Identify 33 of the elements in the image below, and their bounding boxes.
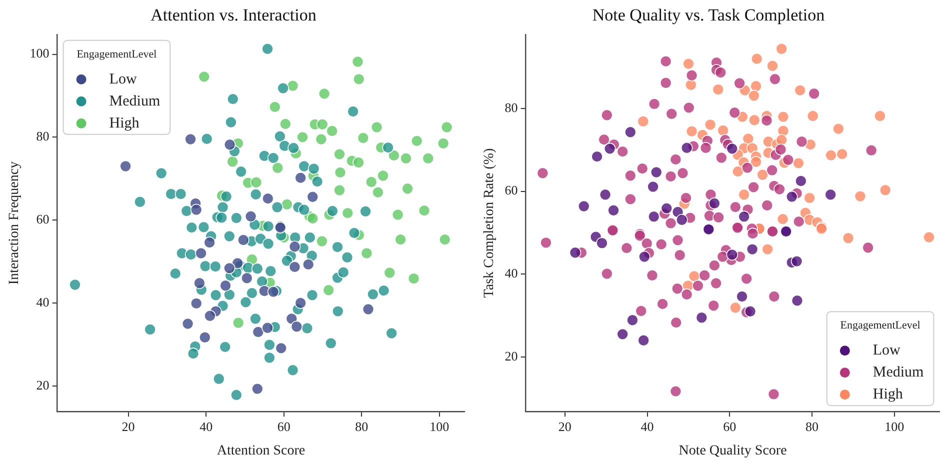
- x-tick-label: 20: [558, 418, 572, 434]
- x-tick-label: 80: [355, 418, 368, 434]
- x-tick-label: 40: [640, 418, 654, 434]
- y-tick-label: 20: [36, 377, 50, 392]
- chart-title: Note Quality vs. Task Completion: [592, 6, 826, 25]
- legend-label: Low: [872, 342, 901, 359]
- legend-title: EngagementLevel: [840, 319, 920, 332]
- x-axis-title: Note Quality Score: [678, 443, 787, 458]
- x-tick-label: 100: [884, 418, 904, 434]
- x-tick-label: 100: [430, 418, 450, 434]
- legend-label: Medium: [109, 93, 160, 110]
- x-tick-label: 80: [806, 418, 819, 434]
- y-axis-title: Interaction Frequency: [7, 161, 22, 285]
- y-tick-label: 60: [504, 182, 518, 198]
- y-tick-label: 40: [36, 294, 50, 310]
- x-axis-title: Attention Score: [216, 443, 306, 458]
- y-tick-label: 60: [36, 212, 50, 227]
- x-tick-label: 60: [723, 418, 736, 434]
- legend-label: Low: [109, 71, 137, 88]
- legend-title: EngagementLevel: [76, 48, 157, 60]
- y-tick-label: 40: [504, 266, 518, 281]
- legend-label: Medium: [872, 364, 924, 381]
- legend-label: High: [872, 386, 904, 403]
- x-tick-label: 20: [122, 418, 135, 434]
- y-tick-label: 20: [504, 348, 518, 364]
- x-tick-label: 40: [200, 418, 213, 434]
- y-tick-label: 100: [30, 46, 50, 61]
- chart-title: Attention vs. Interaction: [150, 6, 317, 25]
- y-tick-label: 80: [504, 100, 518, 115]
- y-tick-label: 80: [36, 128, 50, 144]
- legend-label: High: [109, 115, 140, 132]
- y-axis-title: Task Completion Rate (%): [482, 148, 498, 298]
- x-tick-label: 60: [277, 418, 290, 434]
